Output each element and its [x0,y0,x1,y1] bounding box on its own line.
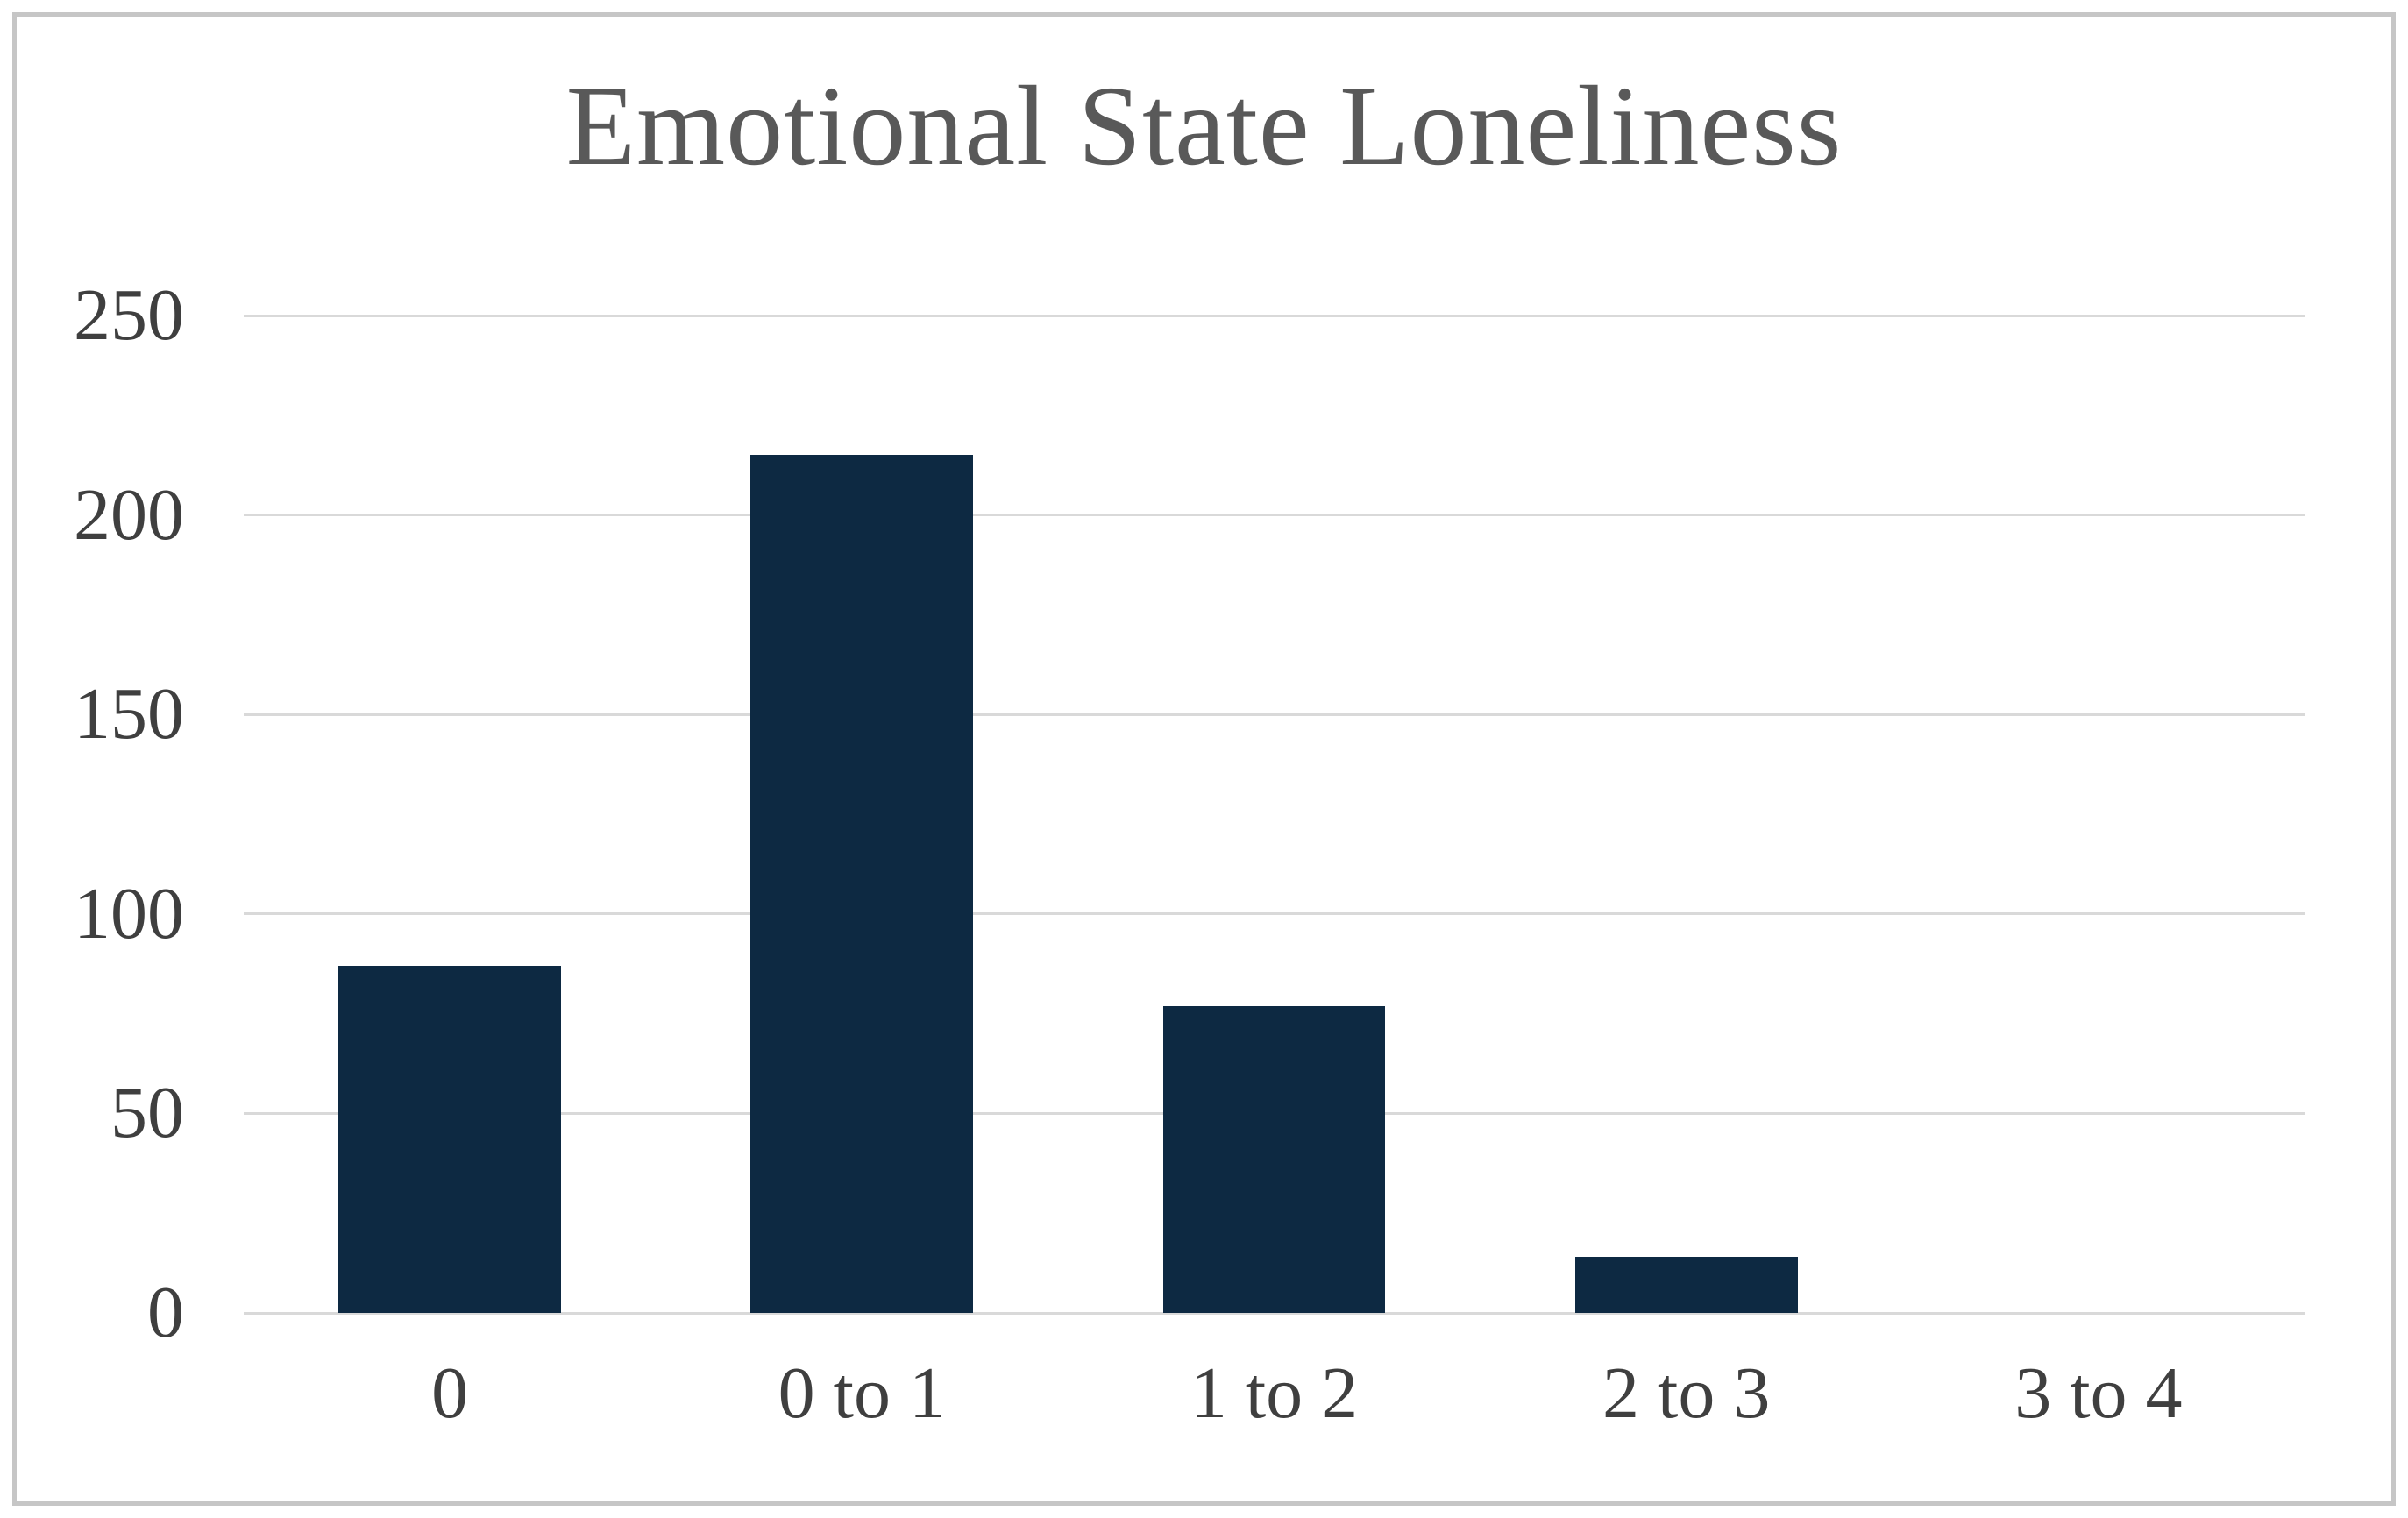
x-tick-label-1-to-2: 1 to 2 [1190,1352,1359,1434]
y-tick-label-200: 200 [74,473,184,556]
gridline-0 [244,1311,2305,1315]
gridline-250 [244,314,2305,317]
plot-area [244,314,2305,1315]
x-tick-label-0: 0 [431,1352,469,1434]
y-tick-label-150: 150 [74,673,184,755]
bar-2-to-3 [1574,1257,1798,1313]
chart-title: Emotional State Loneliness [565,63,1843,189]
gridline-100 [244,912,2305,916]
y-tick-label-50: 50 [110,1072,184,1154]
y-axis-tick-labels: 0 50 100 150 200 250 [0,279,184,1350]
bar-0 [338,965,562,1313]
x-tick-label-0-to-1: 0 to 1 [778,1352,946,1434]
x-tick-label-3-to-4: 3 to 4 [2014,1352,2183,1434]
y-tick-label-0: 0 [147,1272,184,1353]
bar-0-to-1 [750,455,974,1313]
x-tick-label-2-to-3: 2 to 3 [1602,1352,1771,1434]
y-tick-label-250: 250 [74,274,184,356]
y-tick-label-100: 100 [74,872,184,954]
gridline-150 [244,713,2305,716]
bar-1-to-2 [1162,1005,1386,1313]
gridline-200 [244,514,2305,517]
